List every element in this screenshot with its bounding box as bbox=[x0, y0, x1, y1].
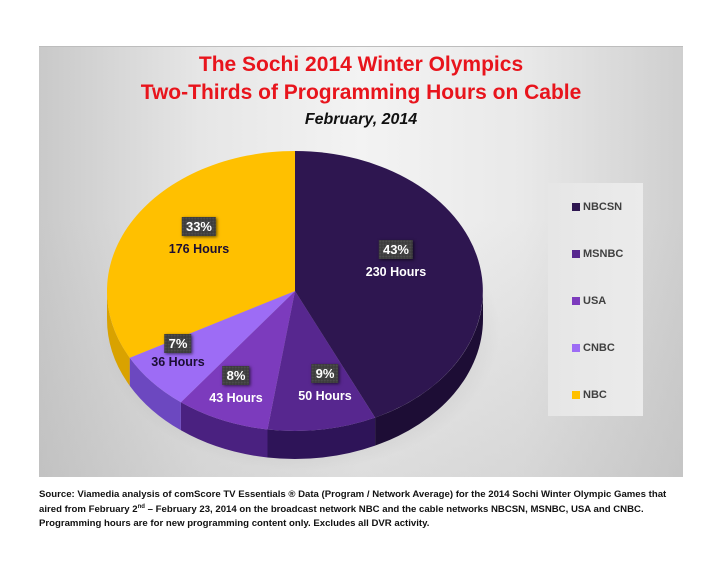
percent-label: 43% bbox=[378, 240, 414, 259]
pie-side-cnbc bbox=[129, 357, 181, 431]
legend-item-nbcsn: NBCSN bbox=[572, 201, 622, 213]
pie-chart bbox=[100, 150, 500, 471]
data-label-nbcsn: 43% 230 Hours bbox=[366, 240, 426, 279]
legend-label: MSNBC bbox=[583, 248, 624, 260]
pie-side-nbcsn bbox=[375, 291, 483, 446]
legend-item-cnbc: CNBC bbox=[572, 342, 615, 354]
chart-subtitle: February, 2014 bbox=[304, 111, 418, 128]
percent-label: 33% bbox=[181, 217, 217, 236]
data-label-usa: 8% 43 Hours bbox=[209, 366, 263, 405]
legend-swatch bbox=[572, 391, 580, 399]
hours-label: 36 Hours bbox=[151, 355, 205, 369]
hours-label: 50 Hours bbox=[298, 389, 352, 403]
legend-swatch bbox=[572, 250, 580, 258]
percent-label: 7% bbox=[164, 334, 192, 353]
chart-legend: NBCSN MSNBC USA CNBC NBC bbox=[548, 183, 643, 416]
legend-item-usa: USA bbox=[572, 295, 606, 307]
hours-label: 176 Hours bbox=[168, 242, 230, 256]
pie-slice-cnbc bbox=[129, 291, 295, 403]
legend-swatch bbox=[572, 297, 580, 305]
chart-title: The Sochi 2014 Winter Olympics bbox=[198, 53, 524, 76]
pie-slice-nbc bbox=[106, 150, 295, 358]
legend-label: NBC bbox=[583, 389, 607, 401]
percent-label: 8% bbox=[222, 366, 250, 385]
legend-swatch bbox=[572, 203, 580, 211]
pie-slice-nbcsn bbox=[295, 151, 483, 418]
data-label-nbc: 33% 176 Hours bbox=[169, 217, 229, 256]
hours-label: 230 Hours bbox=[365, 265, 427, 279]
source-line-2: aired from February 2nd – February 23, 2… bbox=[39, 503, 644, 515]
legend-label: CNBC bbox=[583, 342, 615, 354]
legend-swatch bbox=[572, 344, 580, 352]
percent-label: 9% bbox=[311, 364, 339, 383]
pie-side-usa bbox=[180, 402, 268, 458]
pie-slice-usa bbox=[180, 291, 295, 430]
legend-label: USA bbox=[583, 295, 607, 307]
pie-slice-msnbc bbox=[267, 291, 376, 431]
legend-item-msnbc: MSNBC bbox=[572, 248, 623, 260]
hours-label: 43 Hours bbox=[209, 391, 263, 405]
data-label-cnbc: 7% 36 Hours bbox=[151, 334, 205, 369]
source-note: Source: Viamedia analysis of comScore TV… bbox=[39, 488, 699, 532]
chart-title-line2: Two-Thirds of Programming Hours on Cable bbox=[140, 81, 582, 104]
source-line-3: Programming hours are for new programmin… bbox=[39, 518, 430, 529]
pie-side-msnbc bbox=[267, 417, 376, 459]
pie-side-nbc bbox=[107, 291, 130, 386]
data-label-msnbc: 9% 50 Hours bbox=[298, 364, 352, 403]
legend-label: NBCSN bbox=[583, 201, 623, 213]
source-line-1: Source: Viamedia analysis of comScore TV… bbox=[39, 489, 667, 500]
legend-item-nbc: NBC bbox=[572, 389, 607, 401]
